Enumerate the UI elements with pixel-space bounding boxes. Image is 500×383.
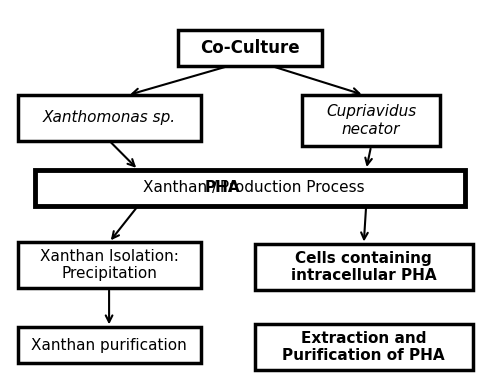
Text: Co-Culture: Co-Culture xyxy=(200,39,300,57)
Text: Xanthomonas sp.: Xanthomonas sp. xyxy=(42,110,175,125)
Text: PHA: PHA xyxy=(204,180,240,195)
Text: Cupriavidus
necator: Cupriavidus necator xyxy=(326,104,416,137)
Text: Xanthan Isolation:
Precipitation: Xanthan Isolation: Precipitation xyxy=(40,249,178,281)
FancyBboxPatch shape xyxy=(255,244,472,290)
Text: Cells containing
intracellular PHA: Cells containing intracellular PHA xyxy=(291,251,436,283)
FancyBboxPatch shape xyxy=(255,324,472,370)
Text: Xanthan purification: Xanthan purification xyxy=(31,338,187,353)
FancyBboxPatch shape xyxy=(302,95,440,146)
Text: Production Process: Production Process xyxy=(216,180,365,195)
Text: Extraction and
Purification of PHA: Extraction and Purification of PHA xyxy=(282,331,445,363)
FancyBboxPatch shape xyxy=(18,327,200,363)
FancyBboxPatch shape xyxy=(18,95,200,141)
FancyBboxPatch shape xyxy=(35,170,465,206)
Text: Xanthan /: Xanthan / xyxy=(142,180,222,195)
FancyBboxPatch shape xyxy=(178,30,322,66)
FancyBboxPatch shape xyxy=(18,242,200,288)
